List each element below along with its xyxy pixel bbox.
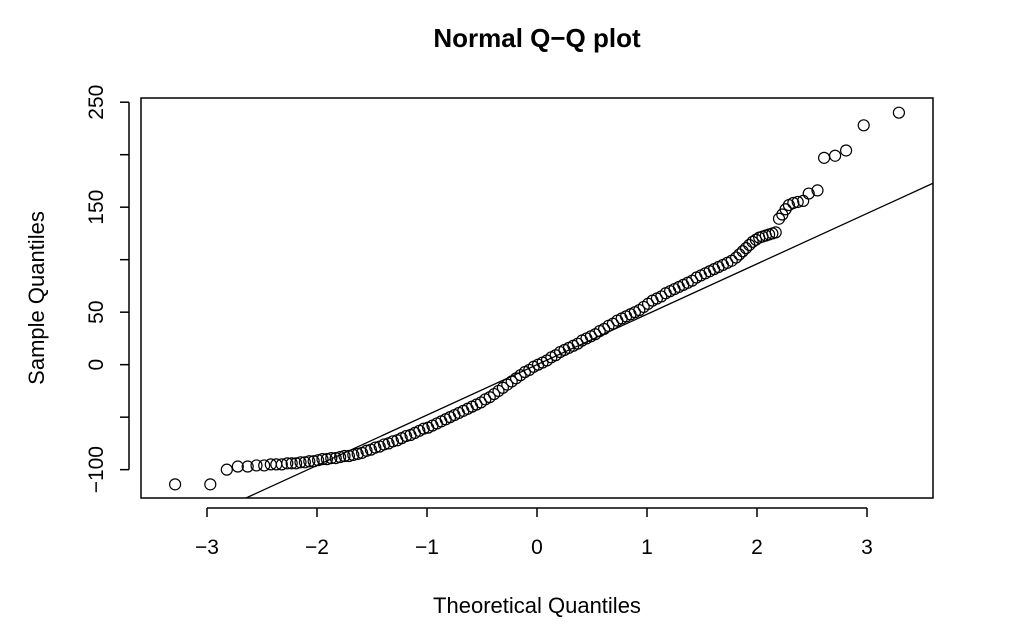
qq-point <box>817 151 831 164</box>
qq-point <box>325 452 338 465</box>
qq-point <box>342 449 355 463</box>
x-tick-label: −2 <box>305 536 329 559</box>
qq-point <box>204 478 217 491</box>
qq-point <box>169 478 182 491</box>
y-tick-label: 50 <box>85 300 108 323</box>
x-tick-label: 2 <box>751 536 763 559</box>
qq-point <box>329 452 342 465</box>
y-axis: −100 0 50 150 250 <box>85 85 130 493</box>
qq-point <box>320 453 333 466</box>
x-tick-label: 3 <box>861 536 873 559</box>
qq-point <box>303 455 316 468</box>
qq-point <box>347 448 360 462</box>
qq-point <box>828 149 842 162</box>
qq-point <box>334 450 347 464</box>
qq-point <box>290 457 303 470</box>
qq-point <box>241 460 254 473</box>
qq-point <box>839 144 853 157</box>
qq-point <box>338 449 351 463</box>
qq-point <box>285 457 298 470</box>
x-axis-label: Theoretical Quantiles <box>433 593 641 618</box>
qq-point <box>307 455 320 468</box>
x-tick-label: 0 <box>531 536 543 559</box>
qq-point <box>779 203 792 216</box>
qq-point <box>739 242 753 255</box>
qq-point <box>386 435 399 448</box>
qq-point <box>772 212 786 225</box>
qq-point <box>360 444 373 457</box>
qq-point <box>787 196 800 210</box>
qq-point <box>802 187 815 200</box>
chart-title: Normal Q−Q plot <box>433 23 641 53</box>
x-tick-label: 1 <box>641 536 653 559</box>
y-tick-label: 250 <box>85 85 108 120</box>
qq-point <box>316 453 329 466</box>
y-tick-label: 0 <box>85 359 108 371</box>
qq-point <box>729 251 743 264</box>
qq-point <box>378 438 391 451</box>
qq-point <box>312 454 325 467</box>
y-tick-label: −100 <box>85 446 108 493</box>
qq-point <box>892 106 906 119</box>
x-tick-label: −1 <box>415 536 439 559</box>
qq-point <box>400 429 413 443</box>
qq-point <box>733 248 746 261</box>
qq-point <box>258 459 271 472</box>
qq-point <box>417 422 430 435</box>
data-points <box>169 106 906 491</box>
qq-point <box>281 457 294 470</box>
qq-point <box>298 456 311 469</box>
qq-point <box>791 195 804 209</box>
y-axis-label: Sample Quantiles <box>24 211 49 385</box>
qq-point <box>275 458 288 471</box>
y-tick-label: 150 <box>85 190 108 225</box>
qq-point <box>811 184 824 197</box>
qq-point <box>736 245 749 258</box>
qq-point <box>250 459 263 472</box>
qq-point <box>857 119 870 132</box>
qq-point <box>769 226 782 239</box>
x-tick-label: −3 <box>195 536 219 559</box>
qq-point <box>351 447 364 461</box>
x-axis: −3 −2 −1 0 1 2 3 <box>195 507 873 559</box>
qq-point <box>220 463 233 476</box>
plot-frame <box>140 97 934 499</box>
qq-point <box>231 460 244 473</box>
qq-point <box>294 456 307 469</box>
qq-point <box>369 441 382 454</box>
qq-point <box>746 235 759 248</box>
